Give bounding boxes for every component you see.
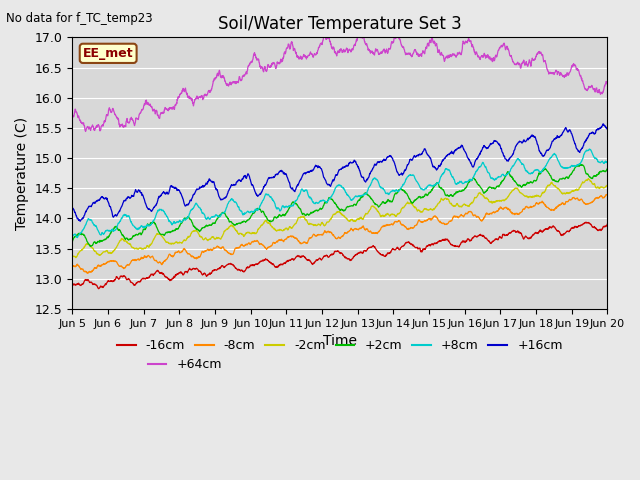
-16cm <box>315 256 323 262</box>
Line: -2cm: -2cm <box>72 179 607 258</box>
-8cm <box>96 264 104 269</box>
-2cm <box>604 183 611 189</box>
Line: +8cm: +8cm <box>72 149 607 238</box>
+2cm <box>490 185 498 191</box>
-8cm <box>604 192 611 198</box>
+8cm <box>589 151 596 156</box>
+64cm <box>315 45 323 50</box>
Y-axis label: Temperature (C): Temperature (C) <box>15 117 29 230</box>
+8cm <box>329 192 337 197</box>
-8cm <box>604 192 611 197</box>
-8cm <box>329 232 337 238</box>
+2cm <box>589 175 596 181</box>
+64cm <box>588 83 596 89</box>
+2cm <box>329 197 337 203</box>
+8cm <box>74 235 81 240</box>
-2cm <box>68 254 76 260</box>
+64cm <box>393 31 401 37</box>
+2cm <box>604 166 611 171</box>
-2cm <box>490 200 498 205</box>
+2cm <box>315 207 323 213</box>
+8cm <box>490 177 498 182</box>
-16cm <box>329 252 337 258</box>
+64cm <box>68 112 76 118</box>
-8cm <box>588 199 596 205</box>
Text: No data for f_TC_temp23: No data for f_TC_temp23 <box>6 12 153 25</box>
Text: EE_met: EE_met <box>83 47 134 60</box>
-16cm <box>96 285 104 290</box>
-2cm <box>315 221 323 227</box>
+8cm <box>315 200 323 206</box>
+64cm <box>329 46 337 52</box>
+64cm <box>96 128 104 133</box>
Line: +64cm: +64cm <box>72 34 607 132</box>
+64cm <box>82 129 90 134</box>
+8cm <box>604 159 611 165</box>
+64cm <box>490 56 498 62</box>
+64cm <box>589 84 596 90</box>
+2cm <box>68 240 76 245</box>
-16cm <box>588 224 596 230</box>
+16cm <box>604 126 611 132</box>
Title: Soil/Water Temperature Set 3: Soil/Water Temperature Set 3 <box>218 15 461 33</box>
Line: -16cm: -16cm <box>72 222 607 288</box>
+8cm <box>96 231 104 237</box>
+2cm <box>577 162 585 168</box>
-8cm <box>315 232 323 238</box>
-16cm <box>490 238 498 243</box>
+8cm <box>588 150 596 156</box>
+8cm <box>68 233 76 239</box>
Line: -8cm: -8cm <box>72 194 607 273</box>
+2cm <box>96 240 104 245</box>
-2cm <box>589 181 596 187</box>
-16cm <box>604 221 611 227</box>
-2cm <box>584 176 592 181</box>
-2cm <box>72 255 80 261</box>
-2cm <box>329 213 337 218</box>
+16cm <box>68 204 76 210</box>
-16cm <box>95 286 102 291</box>
Line: +16cm: +16cm <box>72 124 607 221</box>
-2cm <box>96 252 104 258</box>
+16cm <box>490 138 498 144</box>
-8cm <box>68 264 76 270</box>
+16cm <box>315 163 323 169</box>
-8cm <box>588 199 596 205</box>
+8cm <box>586 146 593 152</box>
-8cm <box>84 270 92 276</box>
+2cm <box>87 243 95 249</box>
+64cm <box>604 82 611 87</box>
Line: +2cm: +2cm <box>72 165 607 246</box>
+16cm <box>588 130 596 135</box>
+16cm <box>329 177 337 183</box>
-2cm <box>588 180 596 186</box>
+16cm <box>599 121 607 127</box>
X-axis label: Time: Time <box>323 335 356 348</box>
-16cm <box>582 219 590 225</box>
-16cm <box>68 282 76 288</box>
+16cm <box>76 218 84 224</box>
Legend: +64cm: +64cm <box>143 353 227 376</box>
+16cm <box>588 130 596 135</box>
-8cm <box>490 209 498 215</box>
+2cm <box>588 176 596 181</box>
-16cm <box>589 224 596 230</box>
+16cm <box>96 196 104 202</box>
